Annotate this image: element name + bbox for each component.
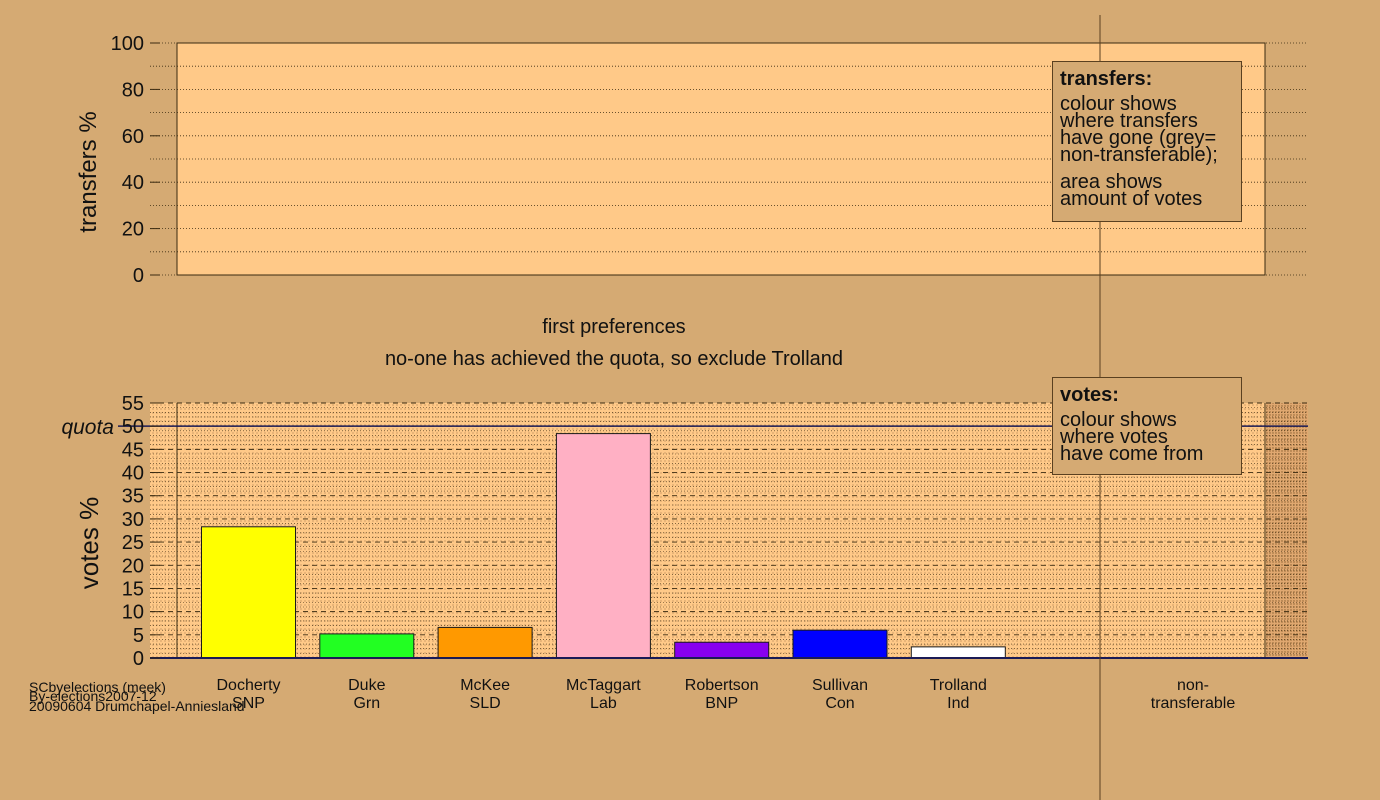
transfers-legend-title: transfers: (1060, 68, 1153, 90)
y-tick-label: 35 (122, 486, 144, 508)
votes-bars (201, 433, 1006, 659)
votes-legend-line: colour shows (1060, 409, 1177, 431)
y-tick-label: 30 (122, 509, 144, 531)
action-title: no-one has achieved the quota, so exclud… (385, 348, 843, 370)
category-label: Sullivan (812, 677, 868, 694)
votes-legend-line: where votes (1060, 426, 1168, 448)
non-transferable-shade (1266, 403, 1308, 658)
category-sublabel: SLD (470, 695, 501, 712)
category-label: Robertson (685, 677, 759, 694)
category-label: Docherty (216, 677, 280, 694)
y-tick-label: 20 (122, 219, 144, 241)
votes-legend: votes: colour shows where votes have com… (1052, 377, 1242, 475)
category-sublabel: Grn (353, 695, 380, 712)
category-label: McKee (460, 677, 510, 694)
category-label: Trolland (930, 677, 987, 694)
y-tick-label: 45 (122, 439, 144, 461)
transfers-legend-line: area shows (1060, 171, 1163, 193)
y-tick-label: 40 (122, 463, 144, 485)
votes-legend-line: have come from (1060, 443, 1204, 465)
y-tick-label: 0 (133, 648, 144, 670)
y-tick-label: 0 (133, 265, 144, 287)
category-label: non- (1177, 677, 1209, 694)
footer-line-3: 20090604 Drumchapel-Anniesland (29, 698, 245, 714)
bar-mctaggart (555, 433, 651, 659)
bar-robertson (674, 641, 770, 659)
y-tick-label: 60 (122, 126, 144, 148)
category-sublabel: SNP (232, 695, 265, 712)
votes-y-axis-label: votes % (74, 497, 104, 590)
y-tick-label: 25 (122, 532, 144, 554)
y-tick-label: 15 (122, 578, 144, 600)
footer-line-2: By-elections2007-12 (29, 688, 157, 704)
y-tick-label: 50 (122, 416, 144, 438)
category-sublabel: BNP (705, 695, 738, 712)
bar-sullivan (792, 629, 888, 659)
bar-duke (319, 633, 415, 659)
transfers-legend-line: amount of votes (1060, 188, 1203, 210)
category-label: Duke (348, 677, 385, 694)
transfers-legend-line: non-transferable); (1060, 144, 1218, 166)
transfers-y-axis-label: transfers % (75, 111, 102, 232)
category-sublabel: Ind (947, 695, 969, 712)
category-label: McTaggart (566, 677, 641, 694)
y-tick-label: 20 (122, 555, 144, 577)
transfers-legend-line: have gone (grey= (1060, 127, 1217, 149)
y-tick-label: 55 (122, 393, 144, 415)
y-tick-label: 40 (122, 172, 144, 194)
transfers-y-ticks: 0 20 40 60 80 100 (111, 33, 160, 287)
bar-trolland (910, 646, 1006, 659)
transfers-legend: transfers: colour shows where transfers … (1052, 61, 1242, 222)
transfers-legend-line: where transfers (1060, 110, 1198, 132)
transfers-legend-line: colour shows (1060, 93, 1177, 115)
category-sublabel: Con (825, 695, 854, 712)
y-tick-label: 5 (133, 625, 144, 647)
stage-title: first preferences (542, 316, 685, 338)
votes-legend-title: votes: (1060, 384, 1119, 406)
bar-docherty (201, 526, 296, 659)
y-tick-label: 10 (122, 602, 144, 624)
footer-line-1: SCbyelections (meek) (29, 679, 166, 695)
y-tick-label: 80 (122, 79, 144, 101)
bar-mckee (437, 626, 533, 659)
y-tick-label: 100 (111, 33, 144, 55)
transfers-gridlines (150, 42, 1308, 276)
quota-label: quota (61, 416, 114, 439)
category-sublabel: transferable (1151, 695, 1236, 712)
category-sublabel: Lab (590, 695, 617, 712)
